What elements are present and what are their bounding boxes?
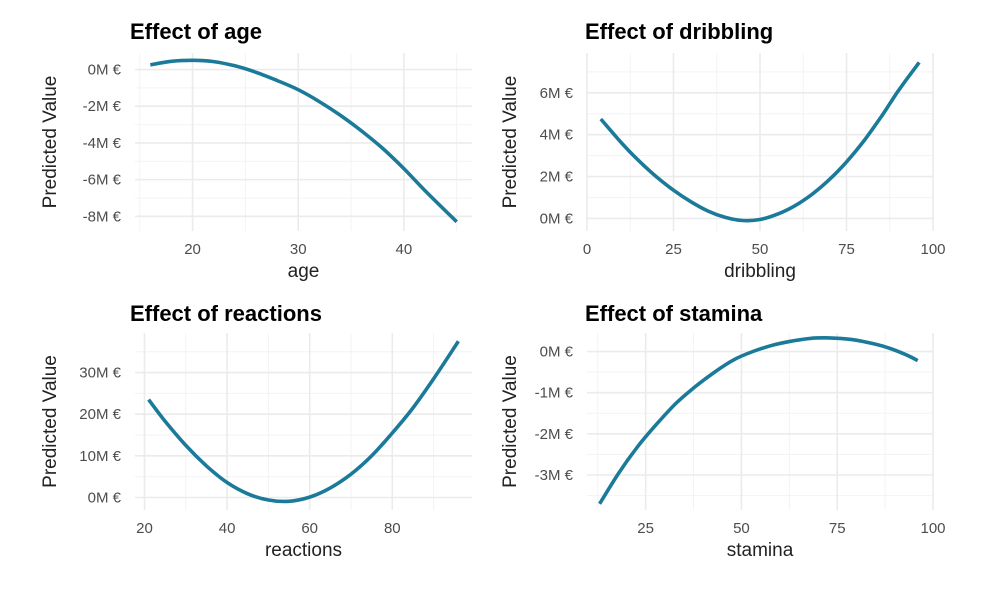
x-tick-label: 50 — [752, 241, 769, 258]
effect-line — [598, 336, 919, 505]
x-tick-label: 60 — [301, 520, 318, 537]
effect-line — [599, 61, 921, 223]
y-tick-label: 20M € — [79, 406, 121, 423]
y-axis-title: Predicted Value — [500, 355, 521, 488]
x-axis-title: reactions — [265, 540, 342, 561]
y-tick-label: 0M € — [540, 344, 574, 361]
y-tick-label: -4M € — [83, 135, 122, 152]
y-tick-label: 0M € — [540, 210, 574, 227]
y-tick-label: 0M € — [88, 490, 122, 507]
x-tick-label: 25 — [665, 241, 682, 258]
x-axis-title: dribbling — [724, 261, 796, 282]
x-tick-label: 40 — [396, 241, 413, 258]
panel-2: 0 25 50 75 100 0M € 2M € 4M € 6M € Effect of drib… — [500, 19, 946, 282]
x-tick-label: 75 — [838, 241, 855, 258]
x-tick-label: 50 — [733, 520, 750, 537]
panel-title: Effect of stamina — [585, 301, 763, 326]
effect-line — [149, 58, 458, 224]
x-tick-label: 0 — [583, 241, 591, 258]
y-axis-title: Predicted Value — [500, 76, 521, 209]
x-axis-title: age — [288, 261, 320, 282]
x-tick-label: 20 — [136, 520, 153, 537]
y-tick-label: -2M € — [535, 426, 574, 443]
x-tick-label: 100 — [920, 520, 945, 537]
panel-title: Effect of age — [130, 19, 262, 44]
x-axis-title: stamina — [727, 540, 794, 561]
panel-1: 20 30 40 -8M € -6M € -4M € -2M € 0M € Effect of … — [40, 19, 472, 282]
x-tick-label: 40 — [219, 520, 236, 537]
y-tick-label: -3M € — [535, 467, 574, 484]
panel-4: 25 50 75 100 -3M € -2M € -1M € 0M € Effect of st… — [500, 301, 946, 561]
y-tick-label: 10M € — [79, 448, 121, 465]
x-tick-label: 80 — [384, 520, 401, 537]
panel-title: Effect of dribbling — [585, 19, 773, 44]
x-tick-label: 75 — [829, 520, 846, 537]
y-tick-label: 6M € — [540, 85, 574, 102]
effect-line — [147, 340, 460, 504]
y-axis-title: Predicted Value — [40, 76, 61, 209]
panel-title: Effect of reactions — [130, 301, 322, 326]
y-tick-label: 4M € — [540, 127, 574, 144]
panel-3: 20 40 60 80 0M € 10M € 20M € 30M € Effect of rea… — [40, 301, 472, 561]
y-tick-label: 2M € — [540, 169, 574, 186]
x-tick-label: 30 — [290, 241, 307, 258]
y-tick-label: 0M € — [88, 62, 122, 79]
y-axis-title: Predicted Value — [40, 355, 61, 488]
y-tick-label: -2M € — [83, 98, 122, 115]
x-tick-label: 25 — [637, 520, 654, 537]
x-tick-label: 100 — [920, 241, 945, 258]
x-tick-label: 20 — [184, 241, 201, 258]
y-tick-label: 30M € — [79, 365, 121, 382]
y-tick-label: -8M € — [83, 208, 122, 225]
y-tick-label: -1M € — [535, 385, 574, 402]
y-tick-label: -6M € — [83, 172, 122, 189]
